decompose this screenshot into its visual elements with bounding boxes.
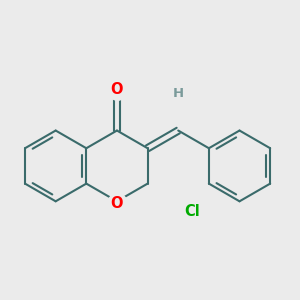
Text: H: H xyxy=(173,87,184,100)
Text: O: O xyxy=(111,196,123,211)
Text: O: O xyxy=(111,82,123,97)
Text: Cl: Cl xyxy=(184,204,200,219)
